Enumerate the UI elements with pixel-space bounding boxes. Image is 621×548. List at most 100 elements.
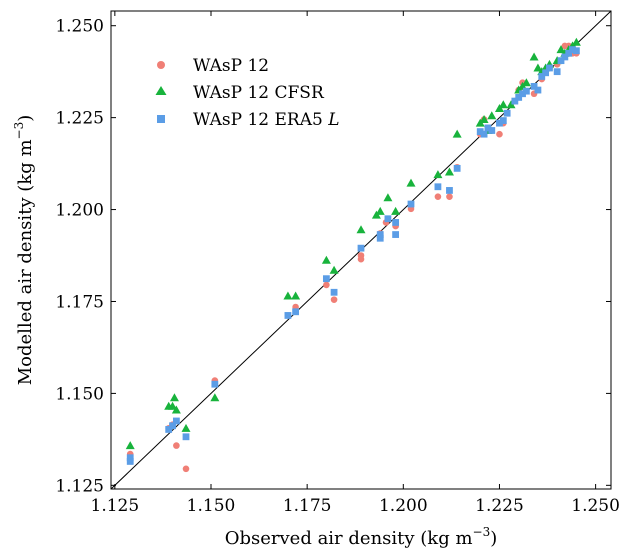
data-point-square [557, 57, 565, 65]
data-point-square [496, 119, 503, 127]
data-point-square [476, 128, 484, 136]
data-point-triangle [533, 63, 543, 72]
y-tick-label: 1.225 [55, 109, 104, 129]
plot-frame [110, 10, 612, 490]
data-point-circle [182, 465, 190, 473]
data-point-square [392, 231, 400, 238]
data-point-square [446, 187, 453, 194]
x-tick-label: 1.175 [283, 496, 332, 516]
data-point-square [488, 127, 496, 134]
data-point-triangle [406, 178, 416, 187]
data-points [125, 37, 581, 473]
legend-marker-wasp12 [157, 61, 165, 69]
data-point-square [511, 97, 519, 105]
data-point-triangle [452, 129, 462, 138]
data-point-square [165, 426, 173, 433]
y-tick-label: 1.250 [55, 17, 104, 37]
x-tick-label: 1.125 [91, 496, 140, 516]
data-point-triangle [181, 423, 191, 432]
x-axis: 1.125 1.150 1.175 1.200 1.225 1.250 [91, 11, 620, 516]
data-point-square [522, 87, 530, 95]
data-point-circle [357, 252, 365, 259]
data-point-triangle [391, 206, 401, 215]
data-point-triangle [168, 401, 178, 410]
data-point-triangle [444, 167, 454, 176]
x-tick-label: 1.225 [475, 496, 524, 516]
data-point-triangle [383, 193, 393, 202]
data-point-circle [330, 296, 338, 303]
data-point-square [542, 69, 550, 77]
data-point-square [572, 47, 580, 55]
data-point-square [322, 275, 330, 283]
y-tick-label: 1.150 [55, 384, 104, 404]
legend-label-era5: WAsP 12 ERA5 L [193, 110, 340, 130]
legend-marker-era5 [157, 115, 165, 123]
x-tick-label: 1.250 [571, 496, 620, 516]
data-point-square [565, 49, 573, 57]
data-point-triangle [571, 37, 581, 46]
data-point-triangle [529, 52, 539, 61]
data-point-triangle [375, 206, 385, 215]
data-point-triangle [487, 111, 497, 120]
data-point-circle [173, 442, 180, 449]
data-point-triangle [329, 265, 339, 274]
data-point-square [126, 458, 134, 465]
data-point-square [519, 90, 526, 98]
data-point-triangle [291, 291, 301, 300]
data-point-square [392, 219, 400, 226]
data-point-square [503, 109, 511, 117]
data-point-circle [496, 130, 503, 138]
data-point-square [182, 433, 190, 441]
data-point-square [453, 164, 461, 172]
data-point-square [330, 288, 338, 296]
legend: WAsP 12 WAsP 12 CFSR WAsP 12 ERA5 L [155, 56, 340, 130]
data-point-square [211, 380, 219, 388]
data-point-triangle [498, 100, 508, 109]
data-point-triangle [521, 78, 531, 87]
data-point-square [376, 231, 384, 238]
y-tick-label: 1.175 [55, 292, 104, 312]
x-tick-label: 1.150 [187, 496, 236, 516]
data-point-square [292, 308, 300, 316]
data-point-circle [434, 193, 442, 200]
data-point-square [484, 124, 492, 132]
y-axis: 1.125 1.150 1.175 1.200 1.225 1.250 [55, 17, 611, 496]
data-point-square [357, 244, 365, 252]
data-point-triangle [171, 405, 181, 414]
data-point-circle [446, 193, 453, 200]
y-tick-label: 1.125 [55, 476, 104, 496]
data-point-square [553, 68, 561, 76]
x-tick-label: 1.200 [379, 496, 428, 516]
data-point-square [169, 422, 176, 430]
data-point-square [534, 86, 542, 94]
x-axis-label: Observed air density (kg m−3) [225, 525, 498, 548]
data-point-square [434, 183, 442, 191]
data-point-triangle [479, 114, 489, 123]
data-point-triangle [506, 100, 516, 109]
data-point-square [515, 94, 523, 101]
data-point-square [530, 82, 538, 90]
data-point-square [546, 64, 553, 72]
legend-marker-cfsr [155, 86, 167, 95]
data-point-triangle [556, 45, 566, 54]
data-point-square [538, 73, 546, 80]
data-point-square [407, 200, 415, 208]
data-point-square [172, 417, 180, 425]
data-point-triangle [125, 441, 135, 450]
legend-label-cfsr: WAsP 12 CFSR [193, 83, 325, 103]
y-tick-label: 1.200 [55, 201, 104, 221]
data-point-square [561, 53, 569, 61]
data-point-square [499, 117, 507, 124]
data-point-triangle [356, 225, 366, 234]
data-point-triangle [283, 291, 293, 300]
data-point-square [384, 215, 392, 223]
data-point-square [569, 46, 576, 54]
y-axis-label: Modelled air density (kg m−3) [12, 115, 36, 386]
data-point-triangle [433, 170, 443, 179]
data-point-triangle [321, 255, 331, 264]
data-point-square [480, 130, 488, 138]
data-point-square [284, 312, 292, 319]
data-point-triangle [210, 393, 220, 402]
data-point-triangle [169, 393, 179, 402]
